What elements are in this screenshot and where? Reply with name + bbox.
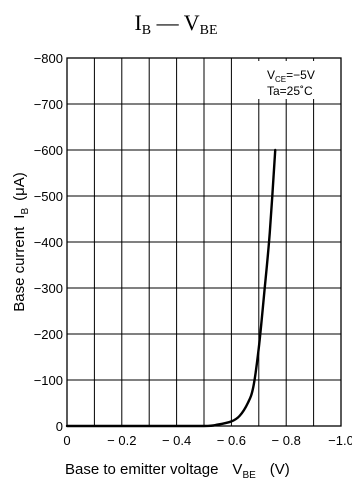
title-ib-sub: B — [142, 23, 151, 38]
grid-lines — [67, 58, 341, 426]
title-dash: — — [151, 10, 184, 35]
condition-ta: Ta=25˚C — [267, 84, 313, 98]
x-tick-label: − 0.2 — [107, 433, 136, 448]
x-tick-label: 0 — [63, 433, 70, 448]
ib-vbe-curve — [65, 148, 277, 428]
y-axis-label: Base currentIB(μA) — [11, 172, 31, 312]
y-tick-label: −600 — [34, 143, 63, 158]
condition-vce: VCE=−5V — [267, 68, 315, 84]
y-tick-label: −300 — [34, 281, 63, 296]
x-axis-label: Base to emitter voltage VBE (V) — [65, 461, 290, 481]
title-vbe-symbol: V — [184, 10, 200, 35]
x-tick-label: −1.0 — [328, 433, 352, 448]
y-tick-label: −800 — [34, 51, 63, 66]
y-tick-label: 0 — [56, 419, 63, 434]
x-tick-labels: 0 − 0.2 − 0.4 − 0.6 − 0.8 −1.0 — [63, 433, 352, 448]
y-tick-labels: 0 −100 −200 −300 −400 −500 −600 −700 −800 — [34, 51, 63, 434]
x-tick-label: − 0.6 — [217, 433, 246, 448]
y-tick-label: −500 — [34, 189, 63, 204]
title-ib-symbol: I — [134, 10, 141, 35]
x-tick-label: − 0.4 — [162, 433, 191, 448]
y-tick-label: −200 — [34, 327, 63, 342]
title-vbe-sub: BE — [200, 23, 218, 38]
y-tick-label: −700 — [34, 97, 63, 112]
chart-title: IB — VBE — [134, 10, 217, 38]
x-tick-label: − 0.8 — [272, 433, 301, 448]
conditions-box — [257, 61, 338, 99]
y-tick-label: −100 — [34, 373, 63, 388]
y-tick-label: −400 — [34, 235, 63, 250]
